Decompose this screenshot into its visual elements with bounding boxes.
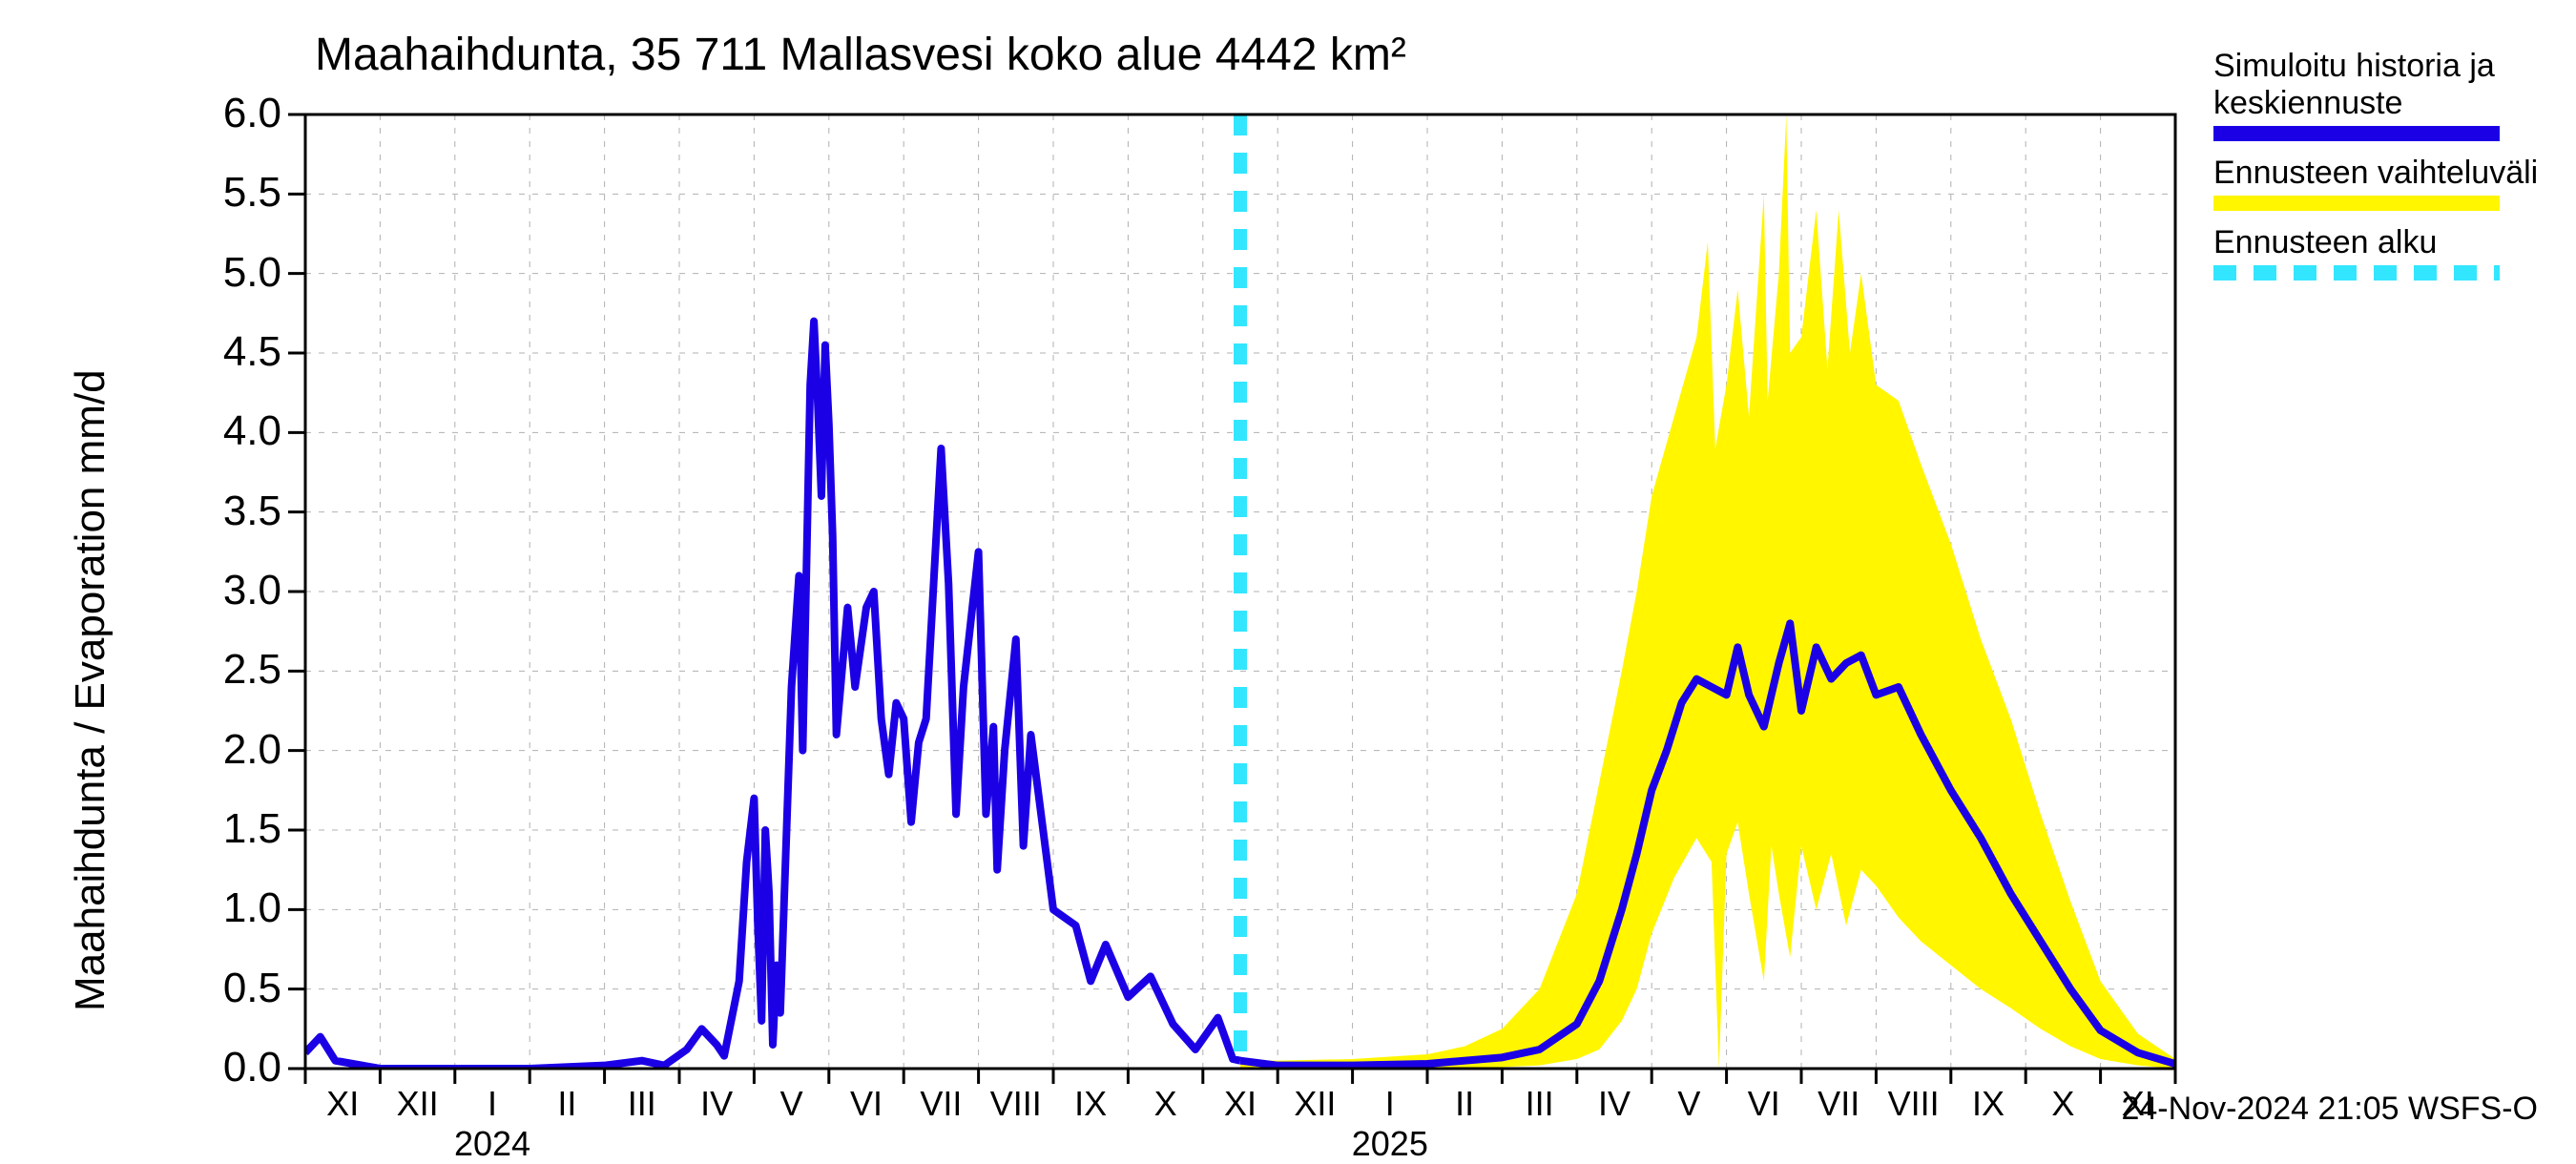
footer-timestamp: 24-Nov-2024 21:05 WSFS-O (2121, 1091, 2538, 1128)
y-tick-label: 1.0 (177, 884, 281, 932)
x-tick-label: V (1677, 1084, 1700, 1124)
x-tick-label: IX (1972, 1084, 2005, 1124)
y-tick-label: 5.5 (177, 169, 281, 217)
x-tick-label: XII (1294, 1084, 1336, 1124)
legend-item: Ennusteen alku (2213, 224, 2557, 281)
x-tick-label: XII (397, 1084, 439, 1124)
chart-container: Maahaihdunta, 35 711 Mallasvesi koko alu… (0, 0, 2576, 1145)
x-tick-label: VIII (1888, 1084, 1940, 1124)
y-tick-label: 1.5 (177, 805, 281, 853)
x-tick-label: VIII (990, 1084, 1042, 1124)
plot-svg (0, 0, 2576, 1145)
x-tick-label: V (780, 1084, 803, 1124)
x-tick-label: IX (1074, 1084, 1107, 1124)
x-tick-label: X (1154, 1084, 1177, 1124)
legend-swatch (2213, 265, 2500, 281)
x-tick-label: X (2051, 1084, 2074, 1124)
x-tick-label: XI (326, 1084, 359, 1124)
legend-item: Simuloitu historia ja keskiennuste (2213, 48, 2557, 141)
y-tick-label: 4.0 (177, 407, 281, 455)
y-tick-label: 0.5 (177, 965, 281, 1012)
legend-label: Simuloitu historia ja (2213, 48, 2557, 85)
x-year-label: 2025 (1352, 1124, 1428, 1164)
y-tick-label: 2.0 (177, 726, 281, 774)
x-tick-label: III (1526, 1084, 1554, 1124)
y-tick-label: 6.0 (177, 90, 281, 137)
x-tick-label: II (1455, 1084, 1474, 1124)
x-tick-label: III (628, 1084, 656, 1124)
x-tick-label: I (1385, 1084, 1395, 1124)
x-tick-label: IV (700, 1084, 733, 1124)
legend-item: Ennusteen vaihteluväli (2213, 155, 2557, 211)
x-tick-label: IV (1598, 1084, 1631, 1124)
y-tick-label: 0.0 (177, 1044, 281, 1091)
x-tick-label: VII (920, 1084, 962, 1124)
legend-swatch (2213, 126, 2500, 141)
x-tick-label: VI (1748, 1084, 1780, 1124)
y-tick-label: 5.0 (177, 249, 281, 297)
legend-label: Ennusteen alku (2213, 224, 2557, 261)
legend-label: keskiennuste (2213, 85, 2557, 122)
x-tick-label: VII (1818, 1084, 1859, 1124)
y-tick-label: 3.5 (177, 488, 281, 535)
y-tick-label: 3.0 (177, 567, 281, 614)
legend-label: Ennusteen vaihteluväli (2213, 155, 2557, 192)
legend: Simuloitu historia ja keskiennuste Ennus… (2213, 48, 2557, 288)
y-tick-label: 4.5 (177, 328, 281, 376)
legend-swatch (2213, 196, 2500, 211)
x-tick-label: XI (1224, 1084, 1257, 1124)
x-tick-label: VI (850, 1084, 883, 1124)
x-tick-label: II (557, 1084, 576, 1124)
y-tick-label: 2.5 (177, 646, 281, 694)
x-year-label: 2024 (454, 1124, 530, 1164)
x-tick-label: I (488, 1084, 497, 1124)
